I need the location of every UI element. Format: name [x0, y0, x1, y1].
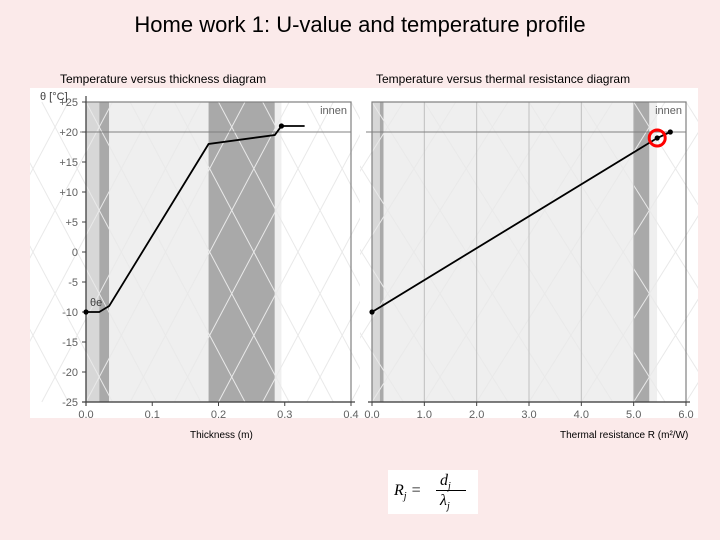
svg-text:-15: -15 [62, 337, 78, 349]
svg-text:3.0: 3.0 [521, 409, 536, 418]
svg-text:2.0: 2.0 [469, 409, 484, 418]
svg-text:0.1: 0.1 [145, 409, 160, 418]
svg-text:5.0: 5.0 [626, 409, 641, 418]
svg-text:4.0: 4.0 [574, 409, 589, 418]
formula: Rj = djλj [388, 470, 478, 514]
svg-text:0.4: 0.4 [343, 409, 358, 418]
svg-text:1.0: 1.0 [417, 409, 432, 418]
svg-text:+10: +10 [59, 187, 78, 199]
svg-text:0: 0 [72, 247, 78, 259]
svg-text:0.2: 0.2 [211, 409, 226, 418]
svg-text:+5: +5 [65, 217, 78, 229]
svg-text:+20: +20 [59, 127, 78, 139]
svg-text:innen: innen [655, 105, 682, 117]
right-subtitle: Temperature versus thermal resistance di… [376, 72, 630, 86]
thickness-chart: +25+20+15+10+50-5-10-15-20-25θ [°C]θe0.0… [30, 88, 360, 418]
svg-text:θe: θe [90, 297, 102, 309]
left-subtitle: Temperature versus thickness diagram [60, 72, 266, 86]
svg-text:-10: -10 [62, 307, 78, 319]
svg-text:+15: +15 [59, 157, 78, 169]
svg-text:-25: -25 [62, 397, 78, 409]
svg-text:0.0: 0.0 [78, 409, 93, 418]
svg-text:innen: innen [320, 105, 347, 117]
page-title: Home work 1: U-value and temperature pro… [0, 12, 720, 38]
svg-text:θ [°C]: θ [°C] [40, 91, 68, 103]
resistance-chart: 0.0 1.0 2.0 3.0 4.0 5.0 6.0 innen [360, 88, 698, 418]
right-x-axis-label: Thermal resistance R (m²/W) [560, 430, 688, 441]
svg-text:-20: -20 [62, 367, 78, 379]
svg-text:-5: -5 [68, 277, 78, 289]
svg-text:0.0: 0.0 [364, 409, 379, 418]
svg-text:0.3: 0.3 [277, 409, 292, 418]
svg-text:6.0: 6.0 [678, 409, 693, 418]
left-x-axis-label: Thickness (m) [190, 430, 253, 441]
